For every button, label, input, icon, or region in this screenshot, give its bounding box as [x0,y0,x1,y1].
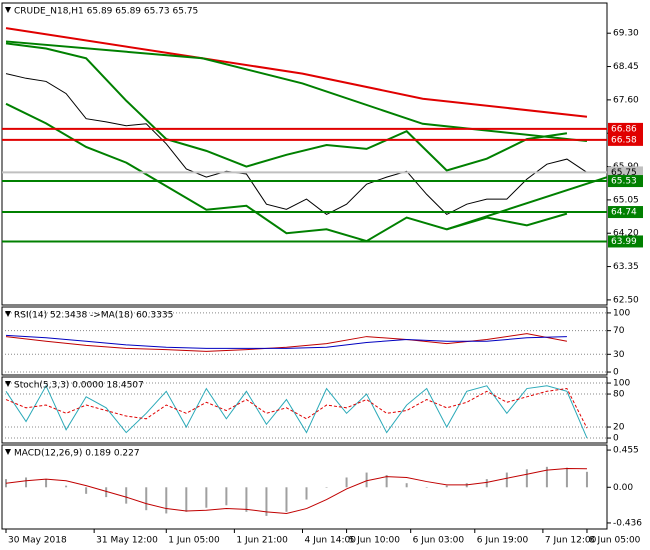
y-tick-label: 62.50 [613,295,639,305]
histogram-bar [445,485,448,488]
panel-frame [1,306,608,376]
histogram-bar [325,487,328,488]
y-tick-label: 65.05 [613,195,639,205]
x-tick-label: 8 Jun 05:00 [589,536,641,546]
y-tick-label: -0.436 [613,518,642,528]
x-tick-label: 1 Jun 21:00 [236,536,288,546]
y-tick-label: 100 [613,308,630,318]
series-line [5,388,588,429]
x-tick-label: 30 May 2018 [8,536,67,546]
level-label: 63.99 [611,237,637,247]
title-icon [5,449,11,455]
histogram-bar [285,487,288,512]
histogram-bar [205,487,208,508]
histogram-bar [365,472,368,488]
x-tick-label: 4 Jun 14:00 [304,536,356,546]
histogram-bar [145,487,148,511]
y-tick-label: 69.30 [613,29,639,39]
level-label: 65.75 [611,168,637,178]
histogram-bar [85,487,88,494]
panel-title: MACD(12,26,9) 0.189 0.227 [14,449,140,459]
y-tick-label: 68.45 [613,62,639,72]
panel-title: Stoch(5,3,3) 0.0000 18.4507 [14,381,144,391]
series-line [5,27,588,118]
histogram-bar [505,472,508,488]
level-label-box [608,206,643,219]
panel-title: RSI(14) 52.3438 ->MA(18) 60.3335 [14,311,173,321]
histogram-bar [485,479,488,488]
histogram-bar [225,487,228,506]
histogram-bar [125,487,128,504]
histogram-bar [345,477,348,488]
y-tick-label: 0.455 [613,446,639,456]
level-label-box [608,235,643,248]
level-label-box [608,133,643,146]
histogram-bar [185,487,188,512]
panel-frame [1,376,608,444]
level-label-box [608,175,643,188]
level-label-box [608,122,643,135]
y-tick-label: 0 [613,434,619,444]
series-line [5,334,567,349]
y-tick-label: 20 [613,423,625,433]
series-line [446,176,608,231]
panel-title: CRUDE_N18,H1 65.89 65.89 65.73 65.75 [14,7,198,17]
x-tick-label: 7 Jun 12:00 [545,536,597,546]
histogram-bar [45,479,48,488]
histogram-bar [245,487,248,512]
y-tick-label: 64.20 [613,229,639,239]
histogram-bar [385,475,388,488]
level-label: 65.53 [611,177,637,187]
histogram-bar [405,483,408,488]
y-tick-label: 0 [613,368,619,378]
y-tick-label: 100 [613,379,630,389]
level-label: 64.74 [611,208,637,218]
y-tick-label: 0.00 [613,483,633,493]
histogram-bar [265,487,268,516]
series-line [5,73,588,216]
histogram-bar [5,479,8,488]
title-icon [5,7,11,13]
level-label: 66.86 [611,124,637,134]
histogram-bar [565,467,568,488]
x-tick-label: 31 May 12:00 [96,536,158,546]
histogram-bar [105,487,108,498]
level-label: 66.58 [611,135,637,145]
y-tick-label: 63.35 [613,262,639,272]
histogram-bar [165,487,168,514]
series-line [5,467,587,514]
panel-frame [1,2,608,306]
y-tick-label: 80 [613,390,625,400]
y-tick-label: 30 [613,350,625,360]
title-icon [5,311,11,317]
x-tick-label: 5 Jun 10:00 [349,536,401,546]
title-icon [5,381,11,387]
histogram-bar [65,485,68,488]
series-line [5,42,568,172]
x-tick-label: 6 Jun 19:00 [477,536,529,546]
histogram-bar [585,471,588,488]
x-tick-label: 6 Jun 03:00 [413,536,465,546]
histogram-bar [425,487,428,488]
histogram-bar [545,466,548,488]
histogram-bar [305,487,308,500]
x-tick-label: 1 Jun 05:00 [168,536,220,546]
series-line [5,384,588,439]
y-tick-label: 70 [613,326,625,336]
histogram-bar [525,469,528,488]
y-tick-label: 67.60 [613,95,639,105]
histogram-bar [25,477,28,488]
